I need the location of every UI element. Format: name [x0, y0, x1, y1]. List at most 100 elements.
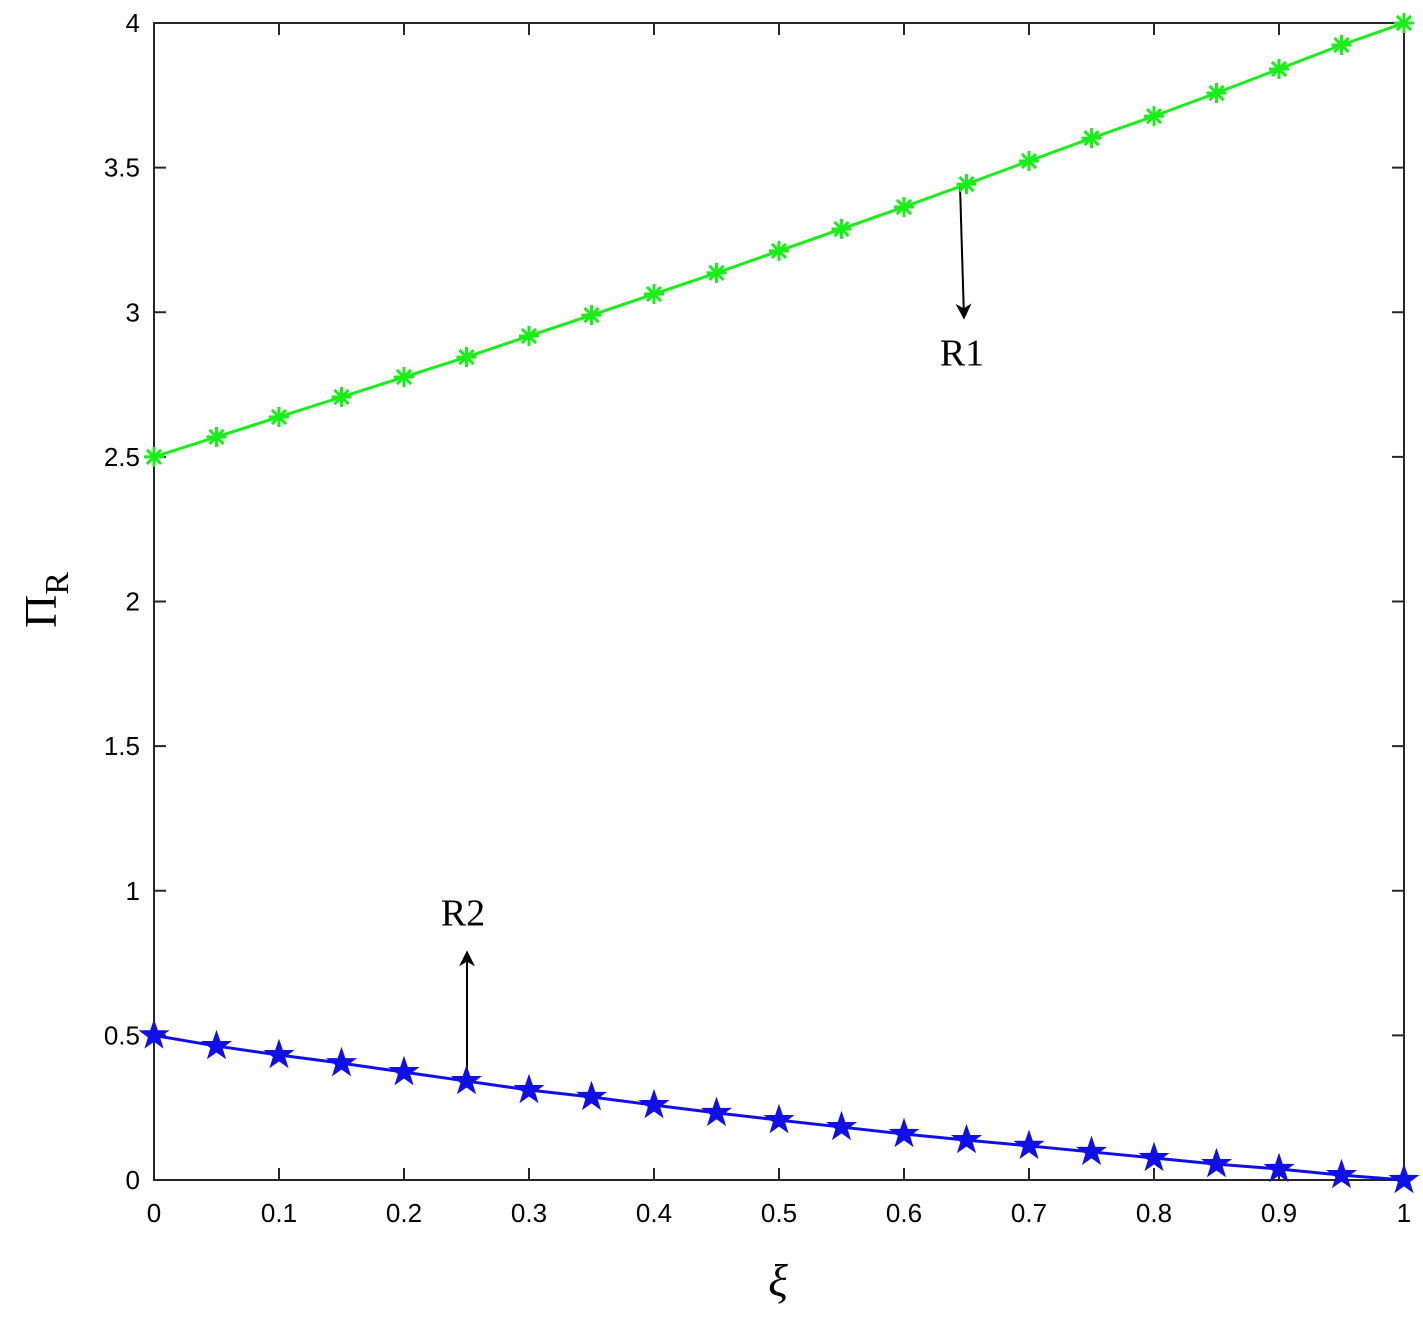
data-point	[331, 387, 352, 408]
marker-stroke	[958, 175, 975, 193]
marker-stroke	[645, 285, 663, 303]
x-tick-label: 0.2	[386, 1198, 422, 1228]
marker-shape	[263, 1038, 295, 1069]
marker-stroke	[520, 327, 538, 345]
y-tick-label: 1	[126, 876, 140, 906]
marker-stroke	[1395, 14, 1413, 32]
marker-shape	[700, 1096, 733, 1127]
data-point	[513, 1073, 545, 1104]
marker-stroke	[1020, 152, 1038, 170]
data-point	[1013, 1129, 1045, 1160]
data-point	[700, 1096, 733, 1127]
marker-stroke	[333, 388, 350, 406]
data-point	[1019, 150, 1039, 171]
data-point	[325, 1046, 358, 1077]
x-tick-label: 0.7	[1011, 1198, 1047, 1228]
x-tick-label: 0.9	[1261, 1198, 1297, 1228]
data-point	[956, 174, 977, 195]
y-axis-label-sub: R	[39, 572, 76, 595]
data-point	[888, 1117, 920, 1148]
y-tick-label: 0.5	[104, 1020, 140, 1050]
data-point	[706, 262, 727, 283]
marker-stroke	[1333, 36, 1350, 54]
marker-shape	[763, 1103, 795, 1134]
x-axis-label: ξ	[768, 1255, 788, 1306]
y-axis-label-main: Π	[15, 595, 66, 628]
data-point	[1263, 1152, 1295, 1183]
marker-shape	[138, 1019, 170, 1049]
x-tick-label: 0.5	[761, 1198, 797, 1228]
marker-stroke	[458, 348, 475, 366]
data-point	[1138, 1141, 1170, 1172]
marker-stroke	[395, 368, 413, 386]
data-point	[581, 305, 602, 326]
marker-shape	[450, 1064, 483, 1095]
y-tick-label: 0	[126, 1165, 140, 1195]
y-tick-label: 3.5	[104, 153, 140, 183]
x-tick-label: 0.1	[261, 1198, 297, 1228]
marker-stroke	[583, 307, 600, 324]
data-point	[263, 1038, 295, 1069]
marker-shape	[575, 1080, 608, 1111]
data-point	[1388, 1163, 1420, 1194]
x-tick-label: 0.3	[511, 1198, 547, 1228]
marker-stroke	[895, 198, 913, 216]
marker-stroke	[1208, 84, 1225, 102]
data-point	[763, 1103, 795, 1134]
data-point	[1081, 128, 1102, 149]
marker-shape	[1388, 1163, 1420, 1194]
y-tick-label: 4	[126, 8, 140, 38]
marker-shape	[325, 1046, 358, 1077]
x-tick-label: 0.6	[886, 1198, 922, 1228]
data-point	[950, 1123, 983, 1154]
marker-shape	[513, 1073, 545, 1104]
marker-stroke	[1270, 60, 1288, 78]
data-point	[1144, 106, 1164, 127]
data-point	[831, 218, 852, 239]
marker-shape	[950, 1123, 983, 1154]
y-tick-label: 2.5	[104, 442, 140, 472]
x-tick-label: 0	[147, 1198, 161, 1228]
data-point	[394, 367, 414, 388]
x-tick-label: 0.4	[636, 1198, 672, 1228]
data-point	[1394, 13, 1414, 33]
annotation: R1	[940, 333, 984, 375]
plot-frame	[153, 22, 1405, 1181]
marker-shape	[200, 1029, 233, 1060]
y-tick-label: 2	[126, 587, 140, 617]
marker-stroke	[208, 428, 225, 446]
marker-shape	[1325, 1158, 1358, 1189]
data-point	[388, 1055, 420, 1086]
data-point	[144, 446, 164, 467]
data-point	[1331, 34, 1352, 55]
data-point	[894, 196, 914, 217]
y-tick-label: 1.5	[104, 731, 140, 761]
marker-stroke	[833, 220, 850, 238]
data-point	[200, 1029, 233, 1060]
data-point	[638, 1088, 670, 1119]
marker-shape	[1013, 1129, 1045, 1160]
marker-stroke	[1145, 108, 1163, 125]
x-tick-label: 1	[1397, 1198, 1411, 1228]
x-tick-label: 0.8	[1136, 1198, 1172, 1228]
marker-shape	[825, 1110, 858, 1141]
marker-shape	[1138, 1141, 1170, 1172]
data-point	[269, 406, 289, 427]
data-point	[1075, 1135, 1108, 1166]
annotation: R2	[441, 893, 485, 935]
marker-shape	[1200, 1147, 1233, 1178]
marker-shape	[888, 1117, 920, 1148]
data-point	[1200, 1147, 1233, 1178]
marker-stroke	[270, 408, 288, 426]
marker-shape	[1075, 1135, 1108, 1166]
data-point	[1206, 82, 1227, 103]
marker-shape	[1263, 1152, 1295, 1183]
marker-stroke	[1083, 129, 1100, 147]
marker-stroke	[708, 264, 725, 282]
data-point	[138, 1019, 170, 1049]
data-point	[644, 284, 664, 305]
marker-stroke	[770, 242, 788, 260]
data-point	[519, 325, 539, 346]
data-point	[1269, 58, 1289, 79]
